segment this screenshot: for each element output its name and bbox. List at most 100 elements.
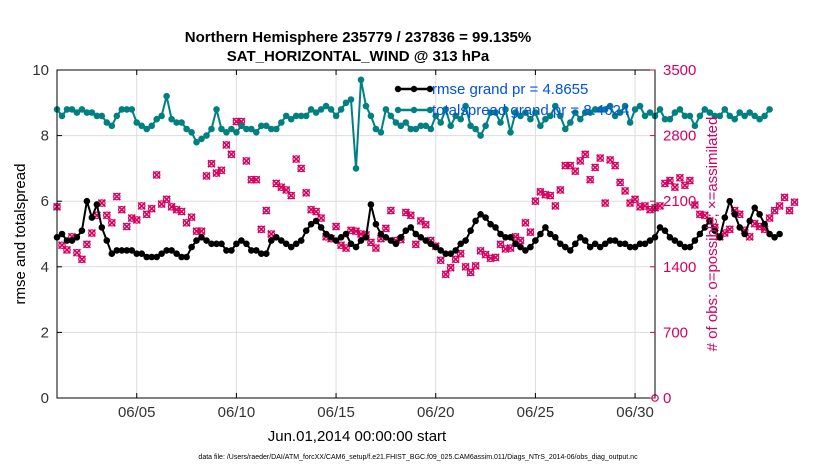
spread-point (567, 119, 574, 126)
obs-assimilated-marker (526, 228, 535, 237)
obs-assimilated-marker (591, 163, 600, 172)
rmse-point (103, 237, 111, 244)
spread-point (307, 106, 315, 113)
obs-possible-marker (416, 217, 425, 225)
obs-assimilated-marker (312, 207, 321, 216)
spread-point (223, 129, 230, 136)
obs-possible-marker (496, 240, 505, 249)
spread-point (287, 115, 295, 123)
rmse-series (53, 197, 783, 261)
rmse-point (776, 230, 783, 238)
legend-spread-label: totalspread grand pr = 8.4624 (432, 102, 629, 119)
obs-assimilated-marker (616, 178, 625, 187)
obs-assimilated-marker (506, 243, 515, 253)
spread-line (56, 79, 771, 169)
rmse-point (721, 214, 729, 221)
spread-point (63, 106, 71, 113)
spread-point (352, 165, 360, 172)
spread-point (128, 106, 136, 113)
obs-assimilated-marker (675, 173, 684, 182)
obs-possible-marker (456, 249, 465, 258)
left-y-tick-label: 8 (41, 128, 49, 145)
rmse-point (631, 243, 639, 251)
obs-possible-marker (601, 199, 609, 207)
spread-point (756, 115, 763, 123)
left-y-tick-label: 2 (41, 324, 49, 341)
rmse-point (542, 224, 549, 231)
obs-assimilated-marker (257, 225, 266, 234)
spread-point (766, 106, 773, 113)
rmse-point (467, 227, 474, 234)
rmse-point (422, 237, 430, 244)
obs-assimilated-marker (197, 227, 206, 236)
spread-point (681, 112, 689, 120)
rmse-point (292, 240, 300, 248)
rmse-point (671, 237, 679, 244)
obs-assimilated-marker (571, 167, 580, 176)
rmse-point (263, 250, 270, 257)
right-y-tick-label: 1400 (663, 259, 696, 276)
rmse-point (93, 201, 101, 208)
spread-point (282, 112, 290, 120)
spread-point (412, 125, 420, 133)
x-axis-label: Jun.01,2014 00:00:00 start (268, 428, 447, 445)
obs-possible-marker (297, 164, 305, 173)
rmse-point (332, 237, 340, 244)
obs-possible-marker (421, 220, 430, 229)
rmse-point (636, 240, 644, 248)
rmse-point (243, 240, 250, 248)
obs-possible-marker (466, 268, 475, 277)
obs-assimilated-marker (217, 166, 226, 175)
obs-possible-marker (367, 238, 375, 247)
spread-point (278, 119, 285, 126)
obs-possible-marker (461, 262, 470, 271)
obs-possible-marker (666, 176, 674, 185)
rmse-point (472, 217, 479, 225)
obs-possible-marker (242, 157, 251, 165)
obs-possible-marker (192, 227, 201, 235)
rmse-point (527, 243, 534, 251)
obs-possible-marker (780, 193, 789, 202)
obs-possible-marker (745, 233, 754, 241)
rmse-point (726, 197, 734, 205)
rmse-point (118, 247, 126, 254)
spread-point (422, 122, 430, 130)
spread-point (153, 115, 160, 123)
rmse-point (168, 247, 175, 254)
obs-assimilated-marker (177, 207, 186, 216)
obs-possible-marker (292, 155, 301, 163)
obs-possible-marker (132, 216, 141, 224)
rmse-point (252, 247, 260, 254)
rmse-point (88, 214, 96, 221)
rmse-point (228, 247, 235, 254)
obs-assimilated-marker (162, 195, 171, 204)
obs-possible-marker (103, 211, 111, 220)
obs-possible-marker (616, 178, 624, 187)
x-tick-label: 06/10 (218, 404, 256, 421)
obs-possible-marker (202, 172, 211, 180)
obs-possible-marker (491, 253, 500, 262)
left-y-tick-label: 6 (41, 193, 49, 210)
data-file-footer: data file: /Users/raeder/DAI/ATM_forcXX/… (198, 454, 638, 461)
spread-point (407, 125, 415, 133)
rmse-point (656, 224, 664, 231)
obs-possible-marker (272, 179, 281, 188)
rmse-point (83, 197, 91, 205)
left-y-tick-label: 10 (32, 62, 49, 79)
rmse-point (547, 230, 554, 238)
spread-point (208, 125, 215, 133)
spread-point (213, 106, 220, 113)
obs-possible-marker (83, 240, 91, 249)
obs-possible-marker (222, 141, 231, 149)
spread-point (193, 138, 200, 146)
rmse-point (387, 237, 395, 244)
rmse-point (691, 237, 699, 244)
obs-assimilated-marker (521, 218, 530, 227)
spread-point (626, 119, 634, 126)
obs-possible-marker (506, 244, 515, 252)
spread-point (218, 125, 225, 133)
spread-point (243, 125, 250, 133)
spread-point (362, 102, 370, 110)
rmse-point (412, 230, 420, 238)
obs-possible-marker (58, 241, 66, 250)
